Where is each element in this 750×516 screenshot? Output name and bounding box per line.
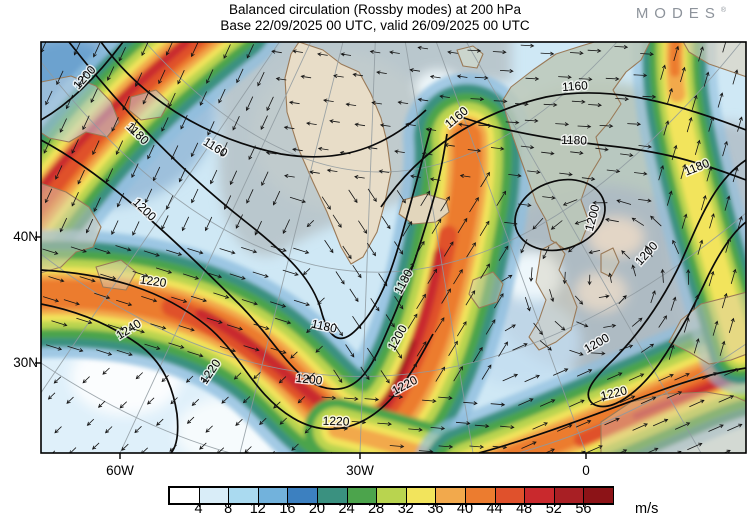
lat-label-30N: 30N — [13, 355, 38, 370]
contour-label: 1200 — [295, 371, 323, 388]
chart-subtitle: Base 22/09/2025 00 UTC, valid 26/09/2025… — [220, 18, 530, 33]
modes-logo-mark: ® — [720, 7, 726, 14]
labrador-coast — [41, 182, 102, 274]
ireland — [468, 271, 504, 309]
contour-label: 1160 — [562, 78, 589, 94]
axis-ticks — [35, 236, 587, 459]
map-frame — [40, 41, 747, 454]
wind-arrow-field — [41, 42, 743, 453]
france-coast — [668, 291, 746, 365]
contour-label: 1220 — [322, 414, 349, 429]
denmark — [600, 247, 620, 278]
lon-label-60W: 60W — [106, 463, 134, 478]
jet-stream-bands — [41, 42, 746, 453]
lon-label-30W: 30W — [346, 463, 374, 478]
chart-title-block: Balanced circulation (Rossby modes) at 2… — [0, 2, 750, 34]
chart-title: Balanced circulation (Rossby modes) at 2… — [229, 2, 521, 17]
great-britain — [528, 241, 578, 351]
modes-logo-text: MODES — [635, 5, 721, 22]
lon-label-0: 0 — [582, 463, 590, 478]
svalbard — [456, 45, 484, 69]
wind-arrows — [41, 42, 743, 453]
lat-label-40N: 40N — [13, 229, 38, 244]
modes-logo: MODES® — [636, 5, 726, 22]
contour-label: 1180 — [561, 133, 588, 148]
northeast-land — [682, 42, 746, 78]
graticule — [41, 42, 746, 453]
